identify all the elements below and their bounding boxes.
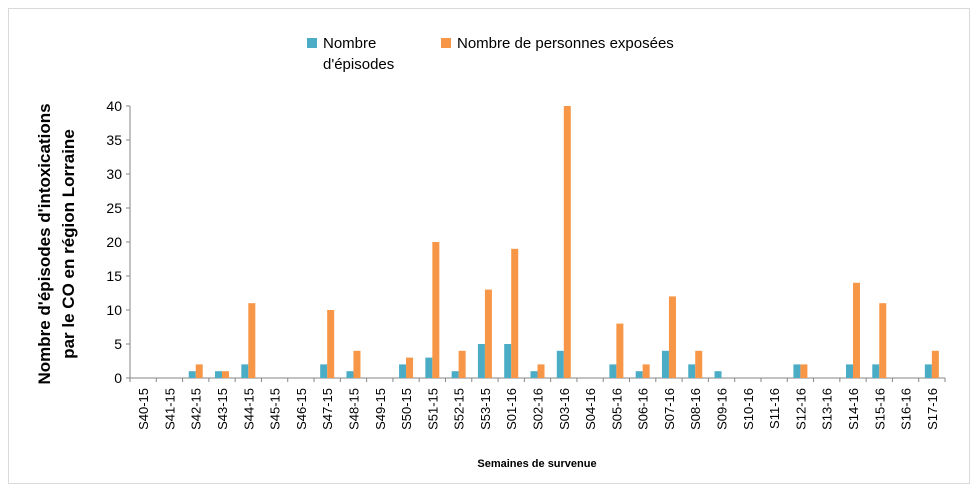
legend-swatch	[441, 38, 451, 48]
x-tick-label: S16-16	[899, 388, 914, 430]
y-axis-label: Nombre d'épisodes d'intoxications	[35, 103, 54, 384]
x-tick-label: S04-16	[583, 388, 598, 430]
bar	[537, 364, 545, 378]
bar	[563, 106, 571, 378]
x-tick-label: S14-16	[846, 388, 861, 430]
bar	[852, 282, 860, 378]
bar	[504, 344, 512, 378]
bar	[688, 364, 696, 378]
y-tick-label: 35	[106, 132, 122, 148]
x-tick-label: S44-15	[241, 388, 256, 430]
x-tick-label: S40-15	[136, 388, 151, 430]
x-tick-label: S49-15	[373, 388, 388, 430]
bar	[327, 310, 335, 378]
x-axis-label: Semaines de survenue	[477, 458, 596, 470]
x-tick-label: S46-15	[294, 388, 309, 430]
x-tick-label: S02-16	[531, 388, 546, 430]
x-tick-label: S06-16	[636, 388, 651, 430]
x-tick-label: S17-16	[925, 388, 940, 430]
y-tick-label: 15	[106, 268, 122, 284]
x-tick-label: S48-15	[346, 388, 361, 430]
chart-border	[8, 8, 970, 484]
y-tick-label: 25	[106, 200, 122, 216]
bar	[668, 296, 676, 378]
bar	[556, 350, 564, 378]
x-tick-label: S51-15	[425, 388, 440, 430]
bar	[241, 364, 249, 378]
x-tick-label: S45-15	[268, 388, 283, 430]
bar	[872, 364, 880, 378]
bar	[661, 350, 669, 378]
x-tick-label: S41-15	[162, 388, 177, 430]
bar	[188, 371, 196, 378]
x-tick-label: S15-16	[872, 388, 887, 430]
x-tick-label: S09-16	[715, 388, 730, 430]
bar	[432, 242, 440, 378]
y-tick-label: 10	[106, 302, 122, 318]
bar	[511, 248, 519, 378]
bar	[248, 303, 256, 378]
bar	[353, 350, 361, 378]
bar	[845, 364, 853, 378]
y-tick-label: 40	[106, 98, 122, 114]
bar	[931, 350, 939, 378]
y-axis-label: par le CO en région Lorraine	[59, 129, 78, 359]
x-tick-label: S07-16	[662, 388, 677, 430]
bar	[215, 371, 223, 378]
bar	[195, 364, 203, 378]
x-tick-label: S10-16	[741, 388, 756, 430]
bar	[635, 371, 643, 378]
legend-swatch	[307, 38, 317, 48]
bar	[425, 357, 433, 378]
x-tick-label: S50-15	[399, 388, 414, 430]
x-tick-label: S13-16	[820, 388, 835, 430]
x-tick-label: S11-16	[767, 388, 782, 429]
bar	[616, 323, 624, 378]
bar	[695, 350, 703, 378]
bar	[484, 289, 492, 378]
y-tick-label: 0	[114, 370, 122, 386]
x-tick-label: S12-16	[793, 388, 808, 430]
bar	[477, 344, 485, 378]
x-tick-label: S05-16	[609, 388, 624, 430]
bar	[609, 364, 617, 378]
x-tick-label: S03-16	[557, 388, 572, 430]
bar	[399, 364, 407, 378]
y-tick-label: 5	[114, 336, 122, 352]
bar	[222, 371, 230, 378]
bar	[346, 371, 354, 378]
x-tick-label: S01-16	[504, 388, 519, 430]
bar	[800, 364, 808, 378]
bar	[320, 364, 328, 378]
bar	[451, 371, 459, 378]
x-tick-label: S52-15	[452, 388, 467, 430]
y-tick-label: 30	[106, 166, 122, 182]
bar	[793, 364, 801, 378]
legend-item: Nombre d'épisodes	[307, 33, 423, 75]
x-tick-label: S53-15	[478, 388, 493, 430]
legend-item: Nombre de personnes exposées	[441, 33, 757, 54]
bar	[530, 371, 538, 378]
x-tick-label: S43-15	[215, 388, 230, 430]
bar	[458, 350, 466, 378]
x-tick-label: S42-15	[189, 388, 204, 430]
y-tick-label: 20	[106, 234, 122, 250]
legend-label: Nombre de personnes exposées	[457, 35, 674, 52]
bar	[406, 357, 414, 378]
bar	[879, 303, 887, 378]
x-tick-label: S08-16	[688, 388, 703, 430]
bar	[642, 364, 650, 378]
legend-label: Nombre d'épisodes	[323, 35, 395, 73]
bar	[714, 371, 722, 378]
bar	[924, 364, 932, 378]
x-tick-label: S47-15	[320, 388, 335, 430]
